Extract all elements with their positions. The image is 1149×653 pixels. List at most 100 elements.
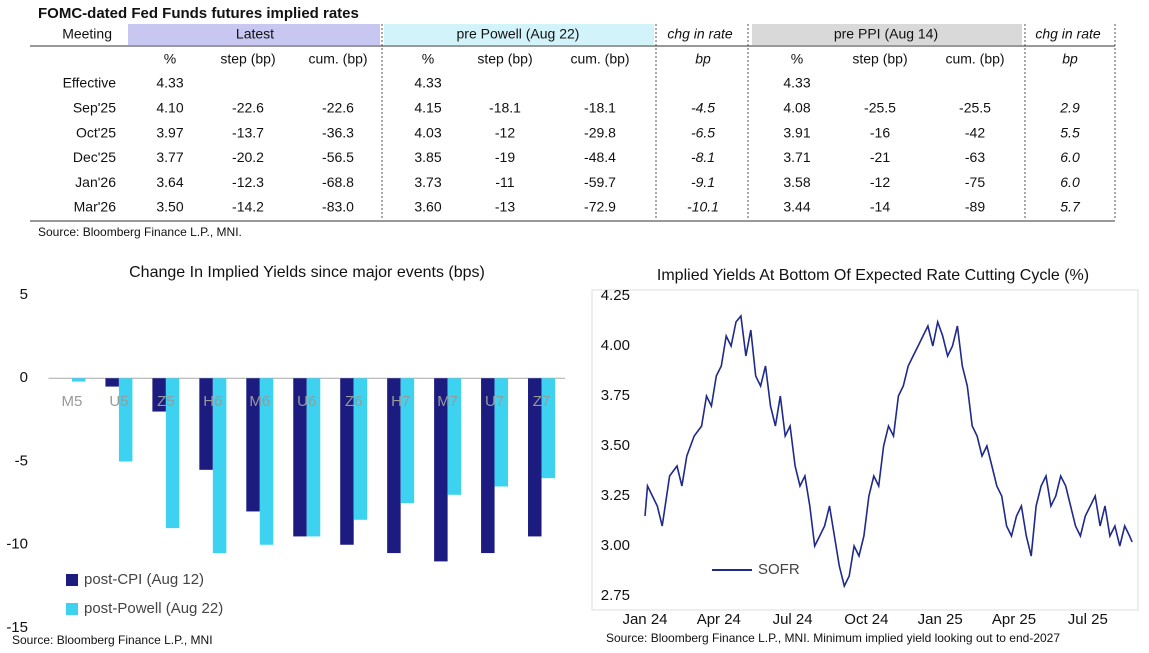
header: Meeting — [62, 26, 112, 42]
cell: -12 — [495, 124, 515, 140]
cell: 3.91 — [783, 124, 810, 140]
y-tick-label: 2.75 — [601, 587, 630, 604]
x-tick-label: Z5 — [157, 393, 175, 410]
x-tick-label: Apr 24 — [697, 611, 741, 628]
cell: 4.15 — [414, 100, 441, 116]
cell: -12.3 — [232, 174, 264, 190]
bar — [481, 378, 495, 554]
bar — [293, 378, 307, 537]
source: Source: Bloomberg Finance L.P., MNI. Min… — [606, 631, 1060, 645]
cell: -8.1 — [691, 149, 715, 165]
table-title: FOMC-dated Fed Funds futures implied rat… — [38, 5, 359, 22]
x-tick-label: Jan 25 — [918, 611, 963, 628]
x-tick-label: M7 — [437, 393, 458, 410]
cell: -48.4 — [584, 149, 616, 165]
cell: 3.85 — [414, 149, 441, 165]
cell: 3.77 — [156, 149, 183, 165]
x-tick-label: Jul 24 — [773, 611, 813, 628]
cell: -21 — [870, 149, 890, 165]
y-tick-label: -5 — [15, 452, 28, 469]
cell: 4.33 — [783, 75, 810, 91]
cell: -6.5 — [691, 124, 715, 140]
y-tick-label: -15 — [6, 619, 28, 636]
y-tick-label: 0 — [20, 369, 28, 386]
cell: -4.5 — [691, 100, 715, 116]
cell: -20.2 — [232, 149, 264, 165]
cell: -13.7 — [232, 124, 264, 140]
source: Source: Bloomberg Finance L.P., MNI. — [38, 225, 242, 239]
line — [644, 314, 1133, 589]
y-tick-label: 5 — [20, 286, 28, 303]
bar — [118, 378, 133, 462]
cell: 3.60 — [414, 199, 441, 215]
y-tick-label: 3.00 — [601, 537, 630, 554]
bar — [306, 378, 321, 537]
y-tick-label: -10 — [6, 536, 28, 553]
bar — [447, 378, 462, 495]
header: Latest — [236, 26, 274, 42]
subheader: cum. (bp) — [308, 51, 367, 67]
cell: 6.0 — [1060, 174, 1080, 190]
cell: -25.5 — [864, 100, 896, 116]
cell: -22.6 — [232, 100, 264, 116]
subheader: % — [791, 51, 803, 67]
x-tick-label: Jan 24 — [622, 611, 667, 628]
cell: 6.0 — [1060, 149, 1080, 165]
cell: 3.50 — [156, 199, 183, 215]
cell: -16 — [870, 124, 890, 140]
subheader: cum. (bp) — [570, 51, 629, 67]
cell: -10.1 — [687, 199, 719, 215]
cell: -59.7 — [584, 174, 616, 190]
row-label: Mar'26 — [74, 199, 117, 215]
bar — [212, 378, 227, 554]
dividers — [381, 24, 1116, 220]
cell: 2.9 — [1059, 100, 1080, 116]
cell: -83.0 — [322, 199, 354, 215]
cell: 3.64 — [156, 174, 183, 190]
header: pre Powell (Aug 22) — [457, 26, 580, 42]
subheader: step (bp) — [477, 51, 532, 67]
cell: 3.58 — [783, 174, 810, 190]
bar — [105, 378, 119, 387]
row-label: Dec'25 — [73, 149, 116, 165]
cell: -42 — [965, 124, 985, 140]
cell: -11 — [495, 174, 514, 190]
y-tick-label: 3.75 — [601, 387, 630, 404]
cell: -29.8 — [584, 124, 616, 140]
x-tick-label: M5 — [62, 393, 83, 410]
cell: -56.5 — [322, 149, 354, 165]
header-bg — [128, 24, 380, 45]
source: Source: Bloomberg Finance L.P., MNI — [12, 633, 213, 647]
header: pre PPI (Aug 14) — [834, 26, 938, 42]
bar — [387, 378, 401, 554]
bar — [246, 378, 260, 512]
header-bg — [752, 24, 1022, 45]
bar — [199, 378, 213, 470]
subheader: % — [164, 51, 176, 67]
cell: 4.03 — [414, 124, 441, 140]
x-tick-label: Z7 — [533, 393, 551, 410]
bar — [434, 378, 448, 562]
x-tick-label: U5 — [109, 393, 128, 410]
y-tick-label: 4.00 — [601, 337, 630, 354]
legend-swatch — [66, 574, 78, 586]
y-tick-label: 4.25 — [601, 287, 630, 304]
chart-title: Implied Yields At Bottom Of Expected Rat… — [657, 267, 1089, 284]
cell: 3.44 — [783, 199, 810, 215]
cell: -63 — [965, 149, 985, 165]
legend-swatch — [66, 603, 78, 615]
bar — [353, 378, 368, 520]
subheader: bp — [695, 51, 711, 67]
bar — [494, 378, 509, 487]
y-tick-label: 3.50 — [601, 437, 630, 454]
bar — [541, 378, 556, 479]
x-tick-label: U6 — [297, 393, 316, 410]
bar — [340, 378, 354, 545]
chart-title: Change In Implied Yields since major eve… — [129, 264, 485, 281]
subheader: bp — [1062, 51, 1078, 67]
cell: -18.1 — [584, 100, 616, 116]
subheader: step (bp) — [220, 51, 275, 67]
cell: 4.10 — [156, 100, 183, 116]
bar — [165, 378, 180, 529]
cell: -25.5 — [959, 100, 991, 116]
